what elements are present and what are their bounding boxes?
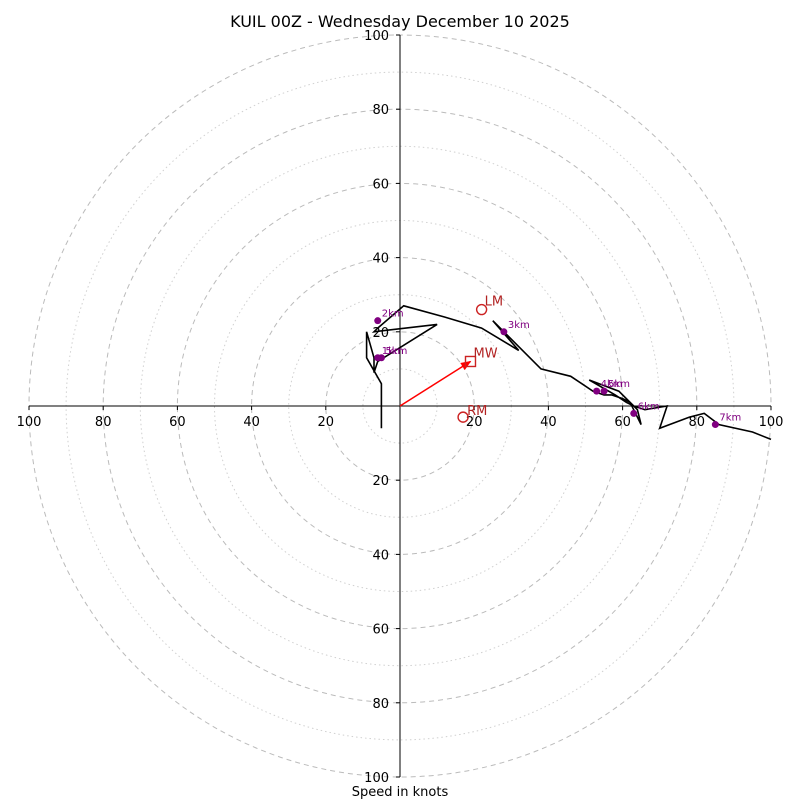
height-marker-dot [600, 387, 608, 395]
mean-wind-arrow [399, 360, 472, 407]
height-marker-label: 2km [382, 309, 404, 320]
wind-trace [365, 304, 772, 441]
x-tick-label: 60 [614, 415, 631, 430]
y-tick-label: 60 [372, 623, 389, 638]
x-tick-label: 40 [243, 415, 260, 430]
x-tick-label: 100 [17, 415, 42, 430]
mean-wind-arrow-group [399, 360, 472, 407]
y-tick-label: 100 [364, 771, 389, 786]
x-tick-label: 20 [466, 415, 483, 430]
x-tick-label: 20 [318, 415, 335, 430]
y-tick-label: 100 [364, 29, 389, 44]
height-marker-dot [711, 421, 719, 429]
right-mover-marker [457, 411, 469, 423]
height-marker-dot [374, 317, 382, 325]
y-tick-label: 60 [372, 177, 389, 192]
right-mover-label: RM [467, 404, 487, 419]
tick-labels: 100 80 60 40 20 20 40 60 80 100 100 80 60 40 20 20 40 60 8… [17, 29, 784, 786]
height-marker-label: 5km [385, 346, 407, 357]
height-marker-label: 6km [638, 401, 660, 412]
chart-title: KUIL 00Z - Wednesday December 10 2025 [230, 12, 570, 31]
x-tick-label: 80 [95, 415, 112, 430]
left-mover-marker [475, 303, 488, 316]
x-tick-label: 60 [169, 415, 186, 430]
height-marker-dot [377, 354, 385, 362]
height-marker-label: 3km [508, 320, 530, 331]
height-marker-dot [593, 387, 601, 395]
left-mover-label: LM [485, 295, 503, 310]
x-tick-label: 40 [540, 415, 557, 430]
y-tick-label: 80 [372, 103, 389, 118]
y-tick-label: 40 [372, 252, 389, 267]
hodograph-trace-line [365, 304, 772, 441]
height-marker-label: 1km [382, 346, 404, 357]
y-tick-label: 80 [372, 697, 389, 712]
x-axis-label: Speed in knots [352, 785, 449, 800]
height-marker-label: 4km [601, 379, 623, 390]
height-marker-label: 5km [608, 379, 630, 390]
y-tick-label: 40 [372, 548, 389, 563]
storm-motion-markers: LM RM MW [457, 295, 503, 423]
mean-wind-marker [464, 355, 477, 368]
height-marker-dot [500, 328, 508, 336]
height-marker-label: 7km [719, 413, 741, 424]
mean-wind-label: MW [473, 346, 497, 361]
x-tick-label: 100 [759, 415, 784, 430]
height-marker-dot [630, 409, 638, 417]
y-tick-label: 20 [372, 326, 389, 341]
y-tick-label: 20 [372, 474, 389, 489]
x-tick-label: 80 [689, 415, 706, 430]
